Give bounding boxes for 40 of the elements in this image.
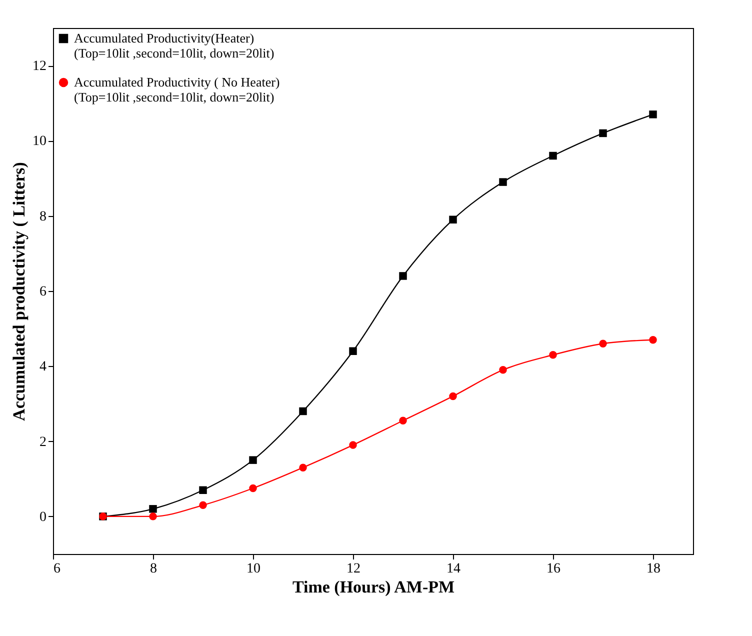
point — [449, 216, 457, 224]
point — [349, 441, 357, 449]
y-tick-label: 0 — [40, 510, 46, 525]
y-tick-label: 8 — [40, 209, 46, 224]
point — [149, 512, 157, 520]
x-tick-label: 14 — [446, 562, 460, 576]
y-tick-label: 10 — [32, 134, 46, 150]
point — [499, 178, 507, 186]
y-axis-title: Accumulated productivity ( Litters) — [10, 162, 28, 421]
point — [649, 336, 657, 344]
y-tick-label: 2 — [40, 434, 46, 450]
point — [299, 464, 307, 472]
point — [599, 129, 607, 138]
point — [299, 407, 307, 416]
point — [399, 416, 407, 424]
point — [549, 152, 557, 160]
point — [149, 505, 157, 513]
x-tick-label: 18 — [646, 562, 660, 576]
legend-label: Accumulated Productivity ( No Heater) (Top=10lit ,second=10lit, down=20lit) — [74, 74, 280, 104]
x-tick-label: 8 — [150, 562, 157, 576]
x-axis-title: Time (Hours) AM-PM — [292, 578, 455, 596]
point — [249, 484, 257, 492]
point — [599, 340, 607, 348]
point — [199, 501, 207, 510]
point — [499, 366, 507, 374]
y-tick-label: 12 — [32, 59, 46, 74]
x-tick-label: 16 — [546, 562, 560, 576]
point — [449, 392, 457, 400]
point — [249, 456, 257, 464]
point — [349, 347, 357, 355]
point — [649, 110, 657, 118]
point — [549, 351, 557, 359]
x-tick-label: 6 — [54, 562, 60, 576]
y-tick-label: 6 — [40, 284, 46, 300]
point — [399, 272, 407, 280]
point — [199, 486, 207, 494]
legend-label: Accumulated Productivity(Heater) (Top=10lit ,second=10lit, down=20lit) — [74, 30, 274, 60]
x-tick-label: 10 — [246, 562, 260, 576]
y-tick-label: 4 — [40, 360, 46, 375]
x-tick-label: 12 — [346, 562, 360, 576]
